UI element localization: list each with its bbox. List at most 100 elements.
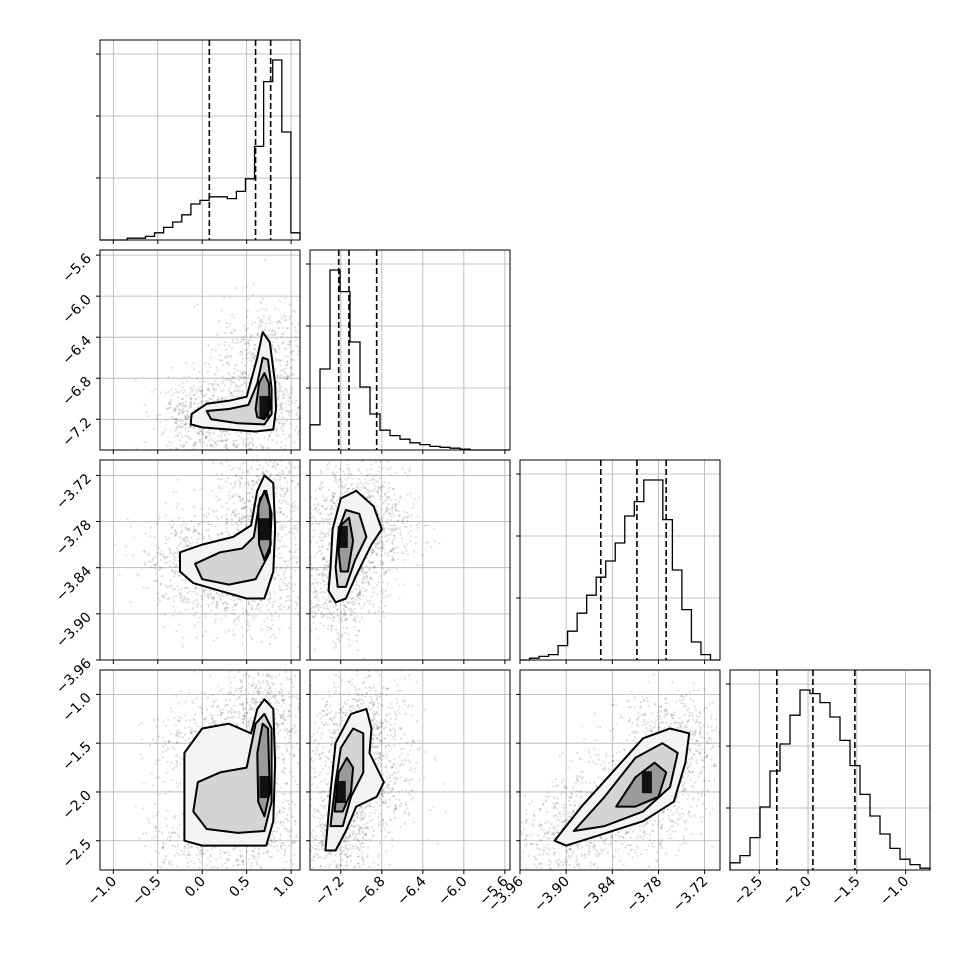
scatter-point	[385, 495, 388, 498]
scatter-point	[203, 718, 206, 721]
scatter-point	[210, 437, 213, 440]
scatter-point	[293, 509, 296, 512]
scatter-point	[245, 315, 248, 318]
scatter-point	[202, 535, 205, 538]
scatter-point	[294, 607, 297, 610]
scatter-point	[259, 599, 262, 602]
scatter-point	[213, 388, 216, 391]
scatter-point	[276, 463, 279, 466]
scatter-point	[265, 461, 268, 464]
scatter-point	[213, 380, 216, 383]
scatter-point	[306, 508, 308, 510]
scatter-point	[307, 505, 309, 507]
scatter-point	[323, 499, 326, 502]
scatter-point	[156, 417, 159, 420]
scatter-point	[187, 544, 190, 547]
scatter-point	[248, 499, 252, 502]
scatter-point	[283, 319, 286, 322]
scatter-point	[189, 404, 192, 407]
scatter-point	[185, 417, 188, 420]
scatter-point	[382, 543, 385, 546]
scatter-point	[233, 329, 236, 332]
scatter-point	[391, 509, 394, 512]
scatter-point	[264, 308, 267, 311]
scatter-point	[206, 595, 209, 599]
scatter-point	[385, 498, 388, 501]
scatter-point	[369, 576, 372, 579]
scatter-point	[215, 637, 218, 640]
scatter-point	[278, 584, 281, 588]
scatter-point	[239, 520, 242, 523]
scatter-point	[247, 517, 250, 521]
scatter-point	[196, 390, 199, 393]
scatter-point	[186, 847, 189, 850]
scatter-point	[279, 404, 282, 407]
scatter-point	[212, 400, 216, 403]
scatter-point	[343, 485, 346, 488]
scatter-point	[257, 326, 261, 329]
scatter-point	[233, 376, 236, 379]
scatter-point	[306, 599, 308, 601]
scatter-point	[272, 465, 275, 468]
scatter-point	[269, 612, 272, 615]
scatter-point	[230, 523, 233, 526]
scatter-point	[224, 398, 227, 401]
scatter-point	[152, 557, 155, 560]
scatter-point	[185, 441, 188, 444]
scatter-point	[290, 829, 293, 832]
scatter-point	[282, 499, 285, 502]
scatter-point	[187, 842, 190, 845]
scatter-point	[307, 539, 309, 541]
scatter-point	[366, 496, 370, 499]
scatter-point	[281, 695, 284, 698]
scatter-point	[228, 387, 232, 390]
scatter-point	[182, 444, 185, 447]
scatter-point	[279, 510, 282, 514]
scatter-point	[287, 581, 290, 585]
scatter-point	[193, 394, 196, 397]
scatter-point	[174, 587, 177, 590]
scatter-point	[282, 456, 284, 458]
scatter-point	[189, 425, 192, 428]
scatter-point	[178, 391, 181, 394]
scatter-point	[303, 604, 305, 606]
scatter-point	[367, 581, 371, 584]
scatter-point	[241, 373, 244, 376]
scatter-point	[277, 390, 280, 393]
scatter-point	[241, 350, 244, 353]
scatter-point	[118, 574, 121, 577]
scatter-point	[233, 387, 236, 390]
scatter-point	[207, 603, 210, 606]
scatter-point	[293, 456, 295, 458]
scatter-point	[147, 560, 150, 563]
scatter-point	[204, 612, 207, 615]
scatter-point	[192, 505, 195, 509]
scatter-point	[318, 539, 322, 542]
scatter-point	[190, 398, 193, 401]
scatter-point	[271, 328, 274, 331]
scatter-point	[243, 483, 246, 486]
scatter-point	[328, 517, 331, 521]
scatter-point	[279, 786, 282, 789]
scatter-point	[188, 542, 192, 545]
scatter-point	[208, 536, 211, 540]
scatter-point	[202, 441, 205, 444]
scatter-point	[183, 389, 186, 392]
scatter-point	[232, 450, 234, 452]
scatter-point	[370, 551, 373, 554]
scatter-point	[220, 713, 223, 717]
scatter-point	[230, 707, 233, 710]
scatter-point	[157, 851, 160, 854]
scatter-point	[359, 594, 362, 597]
scatter-point	[297, 353, 300, 356]
scatter-point	[177, 424, 180, 427]
scatter-point	[233, 442, 236, 445]
scatter-point	[283, 767, 286, 770]
scatter-point	[304, 590, 306, 592]
scatter-point	[413, 498, 416, 501]
scatter-point	[250, 457, 252, 459]
scatter-point	[302, 546, 304, 548]
scatter-point	[213, 723, 216, 726]
scatter-point	[250, 465, 253, 468]
scatter-point	[287, 560, 290, 563]
